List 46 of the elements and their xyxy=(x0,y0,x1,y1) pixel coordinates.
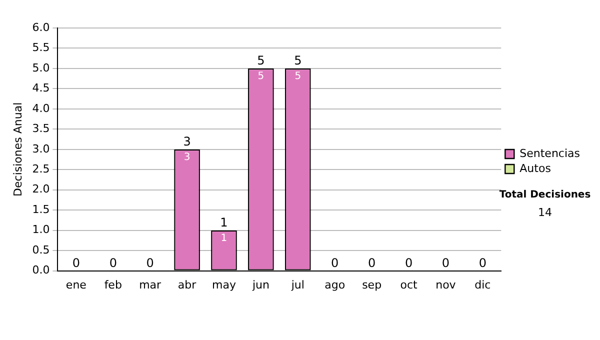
total-label: 0 xyxy=(368,256,376,270)
legend-label: Autos xyxy=(520,162,552,175)
total-label: 0 xyxy=(404,256,413,270)
data-label: 1 xyxy=(220,232,228,244)
annotation: Total Decisiones xyxy=(499,190,591,201)
x-tick-label: dic xyxy=(474,278,491,292)
x-tick-label: jul xyxy=(290,278,304,292)
y-tick-label: 1.5 xyxy=(32,202,50,216)
y-tick-label: 3.5 xyxy=(32,122,50,136)
total-label: 0 xyxy=(331,256,339,270)
total-label: 0 xyxy=(146,256,154,270)
x-tick-label: feb xyxy=(104,278,122,292)
y-tick-label: 5.5 xyxy=(32,41,50,54)
x-tick-label: ene xyxy=(66,278,87,292)
total-label: 0 xyxy=(72,256,80,270)
y-tick-label: 2.0 xyxy=(32,182,50,196)
data-label: 5 xyxy=(258,71,264,82)
y-tick-label: 4.0 xyxy=(32,102,50,115)
total-label: 5 xyxy=(257,54,265,68)
total-label: 5 xyxy=(294,54,302,68)
total-label: 1 xyxy=(220,215,228,230)
y-axis-title: Decisiones Anual xyxy=(11,102,24,196)
y-tick-label: 6.0 xyxy=(32,20,50,34)
y-tick-label: 1.0 xyxy=(32,223,50,236)
data-label: 3 xyxy=(184,152,190,163)
total-label: 3 xyxy=(183,134,191,149)
legend-label: Sentencias xyxy=(520,146,580,160)
x-tick-label: sep xyxy=(362,278,382,292)
x-tick-label: jun xyxy=(251,278,270,292)
x-tick-label: abr xyxy=(178,278,197,292)
y-tick-label: 0.0 xyxy=(32,264,50,277)
y-tick-label: 2.5 xyxy=(32,162,50,176)
total-label: 0 xyxy=(109,256,117,270)
y-tick-label: 3.0 xyxy=(32,142,50,156)
text: 14 xyxy=(538,206,552,219)
total-label: 0 xyxy=(442,256,450,270)
x-tick-label: ago xyxy=(324,278,346,292)
y-tick-label: 4.5 xyxy=(32,82,50,95)
x-tick-label: mar xyxy=(139,278,162,292)
total-label: 0 xyxy=(478,256,486,270)
x-tick-label: oct xyxy=(400,278,418,292)
data-label: 5 xyxy=(294,71,302,82)
y-tick-label: 5.0 xyxy=(32,61,50,74)
x-tick-label: may xyxy=(212,278,236,292)
y-tick-label: 0.5 xyxy=(32,243,50,256)
x-tick-label: nov xyxy=(436,278,456,292)
